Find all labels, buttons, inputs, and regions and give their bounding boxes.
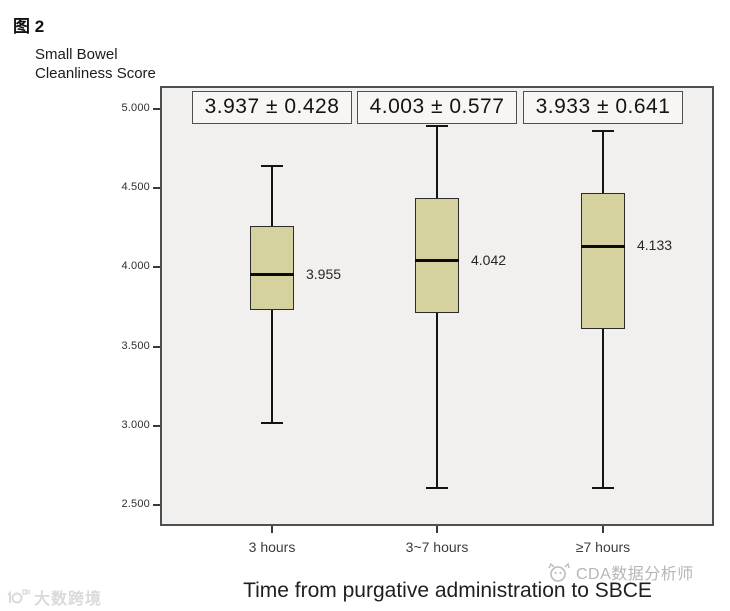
median-value-label: 4.042: [471, 251, 507, 268]
box-iqr: [250, 226, 294, 311]
cda-logo-icon: [548, 562, 570, 582]
y-tick-mark: [153, 345, 160, 348]
whisker-cap-top: [426, 125, 448, 128]
median-line: [415, 259, 459, 263]
y-tick-mark: [153, 187, 160, 190]
watermark-dashu-kuajing: 大数跨境: [6, 585, 102, 609]
x-tick-mark: [436, 526, 438, 533]
y-axis-title-line1: Small Bowel: [35, 46, 118, 63]
x-tick-mark: [271, 526, 273, 533]
y-tick-label: 3.000: [121, 418, 150, 431]
y-tick-mark: [153, 424, 160, 427]
mean-sd-annotation: 3.933 ± 0.641: [523, 91, 683, 124]
whisker-cap-top: [592, 130, 614, 133]
box-iqr: [415, 197, 459, 314]
x-tick-mark: [602, 526, 604, 533]
watermark-right-text: CDA数据分析师: [576, 566, 694, 583]
whisker-cap-bottom: [261, 421, 283, 424]
watermark-cda: CDA数据分析师: [545, 560, 694, 584]
median-line: [250, 273, 294, 277]
y-tick-label: 5.000: [121, 102, 150, 114]
x-tick-label: 3~7 hours: [405, 539, 469, 555]
y-tick-label: 4.500: [121, 181, 150, 194]
y-tick-mark: [153, 108, 160, 110]
y-axis-title-line2: Cleanliness Score: [35, 65, 156, 82]
figure-label: 图 2: [13, 17, 45, 36]
y-tick-mark: [153, 504, 160, 506]
y-tick-label: 3.500: [121, 339, 150, 352]
box-iqr: [581, 192, 625, 330]
median-line: [581, 244, 625, 248]
mean-sd-annotation: 4.003 ± 0.577: [357, 91, 517, 124]
x-tick-label: ≥7 hours: [575, 539, 631, 555]
mean-sd-annotation: 3.937 ± 0.428: [192, 91, 352, 124]
watermark-left-text: 大数跨境: [34, 591, 103, 608]
dashu-kuajing-logo-icon: [7, 589, 30, 604]
whisker-cap-top: [261, 165, 283, 168]
x-tick-label: 3 hours: [248, 539, 296, 555]
whisker-cap-bottom: [592, 486, 614, 489]
y-tick-label: 2.500: [121, 498, 150, 510]
median-value-label: 3.955: [306, 265, 342, 282]
y-tick-label: 4.000: [121, 260, 150, 273]
y-tick-mark: [153, 266, 160, 269]
median-value-label: 4.133: [637, 237, 673, 254]
y-axis-title: Small Bowel Cleanliness Score: [35, 45, 156, 83]
x-axis-title: Time from purgative administration to SB…: [243, 579, 652, 602]
whisker-cap-bottom: [426, 486, 448, 489]
